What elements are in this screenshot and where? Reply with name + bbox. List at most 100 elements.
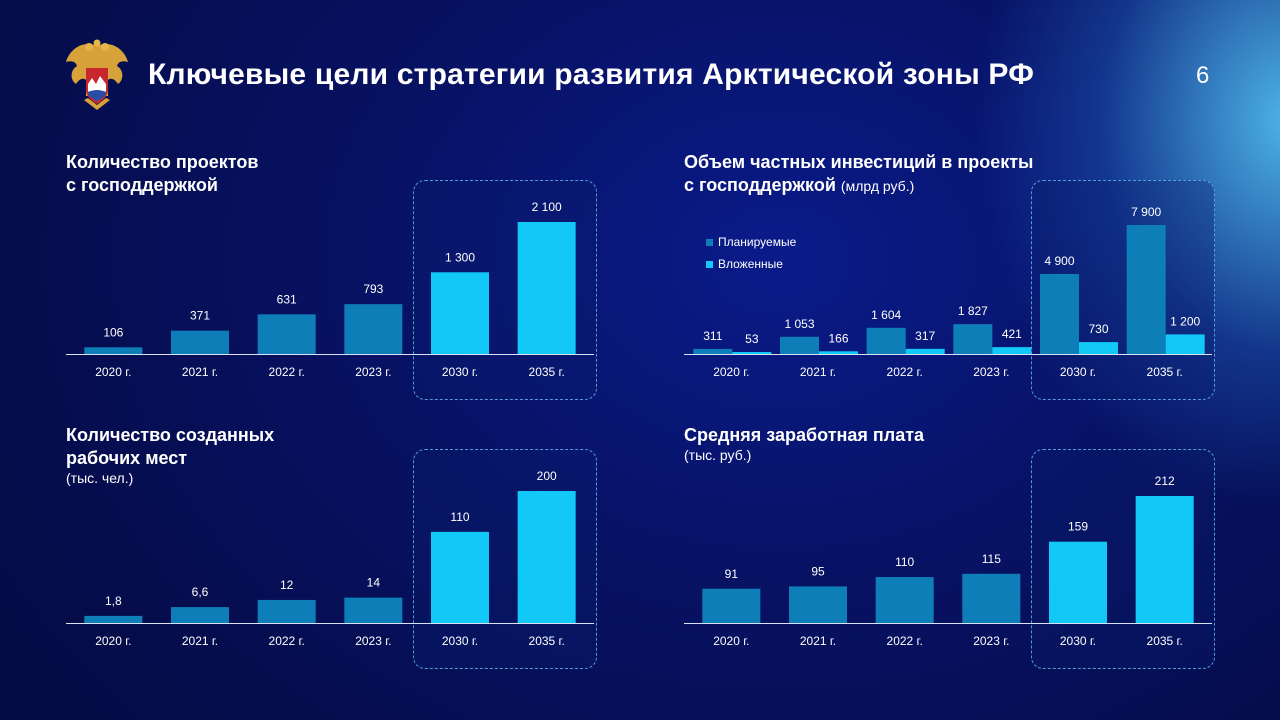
jobs-tick-label: 2022 г. (269, 634, 305, 648)
salary-data-label: 212 (1155, 474, 1175, 488)
salary-bar (789, 586, 847, 623)
jobs-data-label: 6,6 (192, 585, 209, 599)
projects-tick-label: 2023 г. (355, 365, 391, 379)
salary-tick-label: 2022 г. (887, 634, 923, 648)
salary-data-label: 110 (895, 555, 914, 569)
salary-tick-label: 2030 г. (1060, 634, 1096, 648)
investments-data-label: 1 604 (871, 308, 901, 322)
investments-bar-planned (1040, 273, 1079, 354)
salary-bar (702, 588, 761, 623)
page-title: Ключевые цели стратегии развития Арктиче… (148, 58, 1035, 91)
investments-tick-label: 2035 г. (1147, 365, 1183, 379)
salary-title-line-1: Средняя заработная плата (684, 425, 925, 445)
legend-swatch-planned (706, 238, 713, 246)
projects-bar (431, 272, 489, 354)
jobs-bar (344, 597, 403, 623)
jobs-data-label: 200 (537, 469, 557, 483)
projects-tick-label: 2035 г. (529, 365, 565, 379)
salary-data-label: 95 (811, 564, 825, 578)
jobs-tick-label: 2023 г. (355, 634, 391, 648)
investments-tick-label: 2023 г. (973, 365, 1009, 379)
salary-tick-label: 2020 г. (713, 634, 749, 648)
investments-bar-invested (732, 352, 772, 354)
projects-bar (517, 222, 576, 354)
investments-tick-label: 2021 г. (800, 365, 836, 379)
salary-bar (1049, 541, 1107, 623)
investments-bar-planned (693, 348, 733, 354)
jobs-data-label: 12 (280, 578, 294, 592)
jobs-bar (171, 607, 229, 623)
projects-title-line-2: с господдержкой (66, 175, 218, 195)
investments-data-label: 53 (745, 332, 759, 346)
investments-data-label: 4 900 (1044, 254, 1074, 268)
investments-data-label: 166 (828, 331, 848, 345)
projects-bar (84, 347, 143, 354)
legend-swatch-invested (706, 260, 713, 268)
projects-data-label: 106 (103, 325, 123, 339)
coat-of-arms-icon (66, 39, 128, 110)
jobs-tick-label: 2021 г. (182, 634, 218, 648)
projects-data-label: 631 (277, 292, 297, 306)
projects-tick-label: 2022 г. (269, 365, 305, 379)
jobs-data-label: 1,8 (105, 594, 122, 608)
legend-label-invested: Вложенные (718, 257, 783, 271)
jobs-tick-label: 2030 г. (442, 634, 478, 648)
projects-data-label: 793 (363, 282, 383, 296)
investments-tick-label: 2022 г. (887, 365, 923, 379)
salary-bar (875, 577, 934, 623)
legend-item-invested: Вложенные (706, 253, 796, 275)
legend-item-planned: Планируемые (706, 231, 796, 253)
projects-tick-label: 2030 г. (442, 365, 478, 379)
projects-data-label: 371 (190, 309, 210, 323)
investments-bar-invested (819, 351, 858, 354)
investments-bar-invested (905, 348, 945, 354)
legend-label-planned: Планируемые (718, 235, 797, 249)
projects-title-line-1: Количество проектов (66, 152, 259, 172)
jobs-data-label: 14 (367, 576, 381, 590)
projects-data-label: 2 100 (532, 200, 562, 214)
projects-tick-label: 2020 г. (95, 365, 131, 379)
jobs-tick-label: 2035 г. (529, 634, 565, 648)
salary-data-label: 115 (982, 552, 1001, 566)
projects-bar (171, 330, 229, 354)
investments-title-line-1: Объем частных инвестиций в проекты (684, 152, 1034, 172)
jobs-bar (84, 615, 143, 623)
projects-tick-label: 2021 г. (182, 365, 218, 379)
salary-bar (962, 573, 1021, 623)
investments-chart-title: Объем частных инвестиций в проекты с гос… (684, 151, 1033, 198)
projects-bar (344, 304, 403, 354)
projects-bar (257, 314, 316, 354)
jobs-tick-label: 2020 г. (95, 634, 131, 648)
salary-data-label: 91 (725, 567, 739, 581)
jobs-data-label: 110 (450, 510, 469, 524)
investments-tick-label: 2020 г. (713, 365, 749, 379)
salary-chart-title: Средняя заработная плата (684, 424, 924, 447)
investments-data-label: 730 (1088, 322, 1108, 336)
projects-data-label: 1 300 (445, 250, 475, 264)
investments-tick-label: 2030 г. (1060, 365, 1096, 379)
investments-data-label: 311 (703, 329, 722, 343)
investments-bar-invested (1165, 334, 1205, 354)
jobs-title-line-1: Количество созданных (66, 425, 275, 445)
salary-tick-label: 2035 г. (1147, 634, 1183, 648)
investments-title-line-2: с господдержкой (млрд руб.) (684, 174, 1033, 198)
investments-data-label: 1 200 (1170, 314, 1200, 328)
investments-title-line-2-text: с господдержкой (684, 175, 836, 195)
investments-bar-planned (866, 327, 906, 354)
jobs-bar (517, 491, 576, 623)
investments-bar-planned (1126, 225, 1166, 354)
salary-tick-label: 2023 г. (973, 634, 1009, 648)
investments-bar-planned (953, 324, 993, 354)
jobs-chart-title: Количество созданных рабочих мест (66, 424, 274, 470)
salary-tick-label: 2021 г. (800, 634, 836, 648)
salary-bar (1135, 496, 1194, 623)
jobs-unit: (тыс. чел.) (66, 470, 134, 486)
jobs-bar (431, 531, 489, 623)
investments-unit: (млрд руб.) (840, 178, 915, 194)
jobs-bar (257, 599, 316, 623)
